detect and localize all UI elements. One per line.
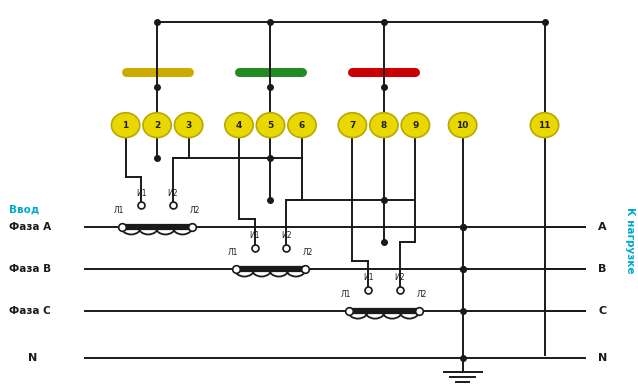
- Ellipse shape: [256, 113, 285, 138]
- Ellipse shape: [401, 113, 429, 138]
- Text: 7: 7: [349, 121, 355, 130]
- Text: И2: И2: [168, 189, 178, 198]
- Text: А: А: [598, 222, 607, 232]
- Ellipse shape: [112, 113, 140, 138]
- Text: 10: 10: [456, 121, 469, 130]
- Ellipse shape: [369, 113, 398, 138]
- Text: 9: 9: [412, 121, 419, 130]
- Text: С: С: [598, 306, 606, 316]
- Text: И1: И1: [363, 273, 373, 282]
- Text: К нагрузке: К нагрузке: [625, 207, 635, 273]
- Text: Л2: Л2: [189, 206, 200, 215]
- Text: 6: 6: [299, 121, 305, 130]
- Text: 11: 11: [538, 121, 551, 130]
- Text: Л1: Л1: [114, 206, 124, 215]
- Text: Ввод: Ввод: [9, 204, 40, 214]
- Text: N: N: [598, 353, 607, 364]
- Ellipse shape: [530, 113, 559, 138]
- Text: 1: 1: [122, 121, 129, 130]
- Ellipse shape: [225, 113, 253, 138]
- Text: Фаза С: Фаза С: [9, 306, 51, 316]
- Text: 4: 4: [236, 121, 242, 130]
- Text: И2: И2: [394, 273, 405, 282]
- Text: Фаза А: Фаза А: [9, 222, 51, 232]
- Text: 2: 2: [154, 121, 160, 130]
- Text: N: N: [28, 353, 37, 364]
- Text: И1: И1: [136, 189, 147, 198]
- Ellipse shape: [449, 113, 477, 138]
- Text: И2: И2: [281, 231, 292, 240]
- Ellipse shape: [338, 113, 367, 138]
- Text: 8: 8: [381, 121, 387, 130]
- Text: 3: 3: [186, 121, 192, 130]
- Text: Фаза В: Фаза В: [9, 263, 51, 274]
- Ellipse shape: [174, 113, 203, 138]
- Text: Л2: Л2: [417, 290, 427, 299]
- Text: 5: 5: [267, 121, 274, 130]
- Ellipse shape: [143, 113, 171, 138]
- Text: Л2: Л2: [303, 248, 313, 257]
- Text: Л1: Л1: [341, 290, 352, 299]
- Text: И1: И1: [249, 231, 260, 240]
- Ellipse shape: [288, 113, 316, 138]
- Text: В: В: [598, 263, 607, 274]
- Text: Л1: Л1: [228, 248, 238, 257]
